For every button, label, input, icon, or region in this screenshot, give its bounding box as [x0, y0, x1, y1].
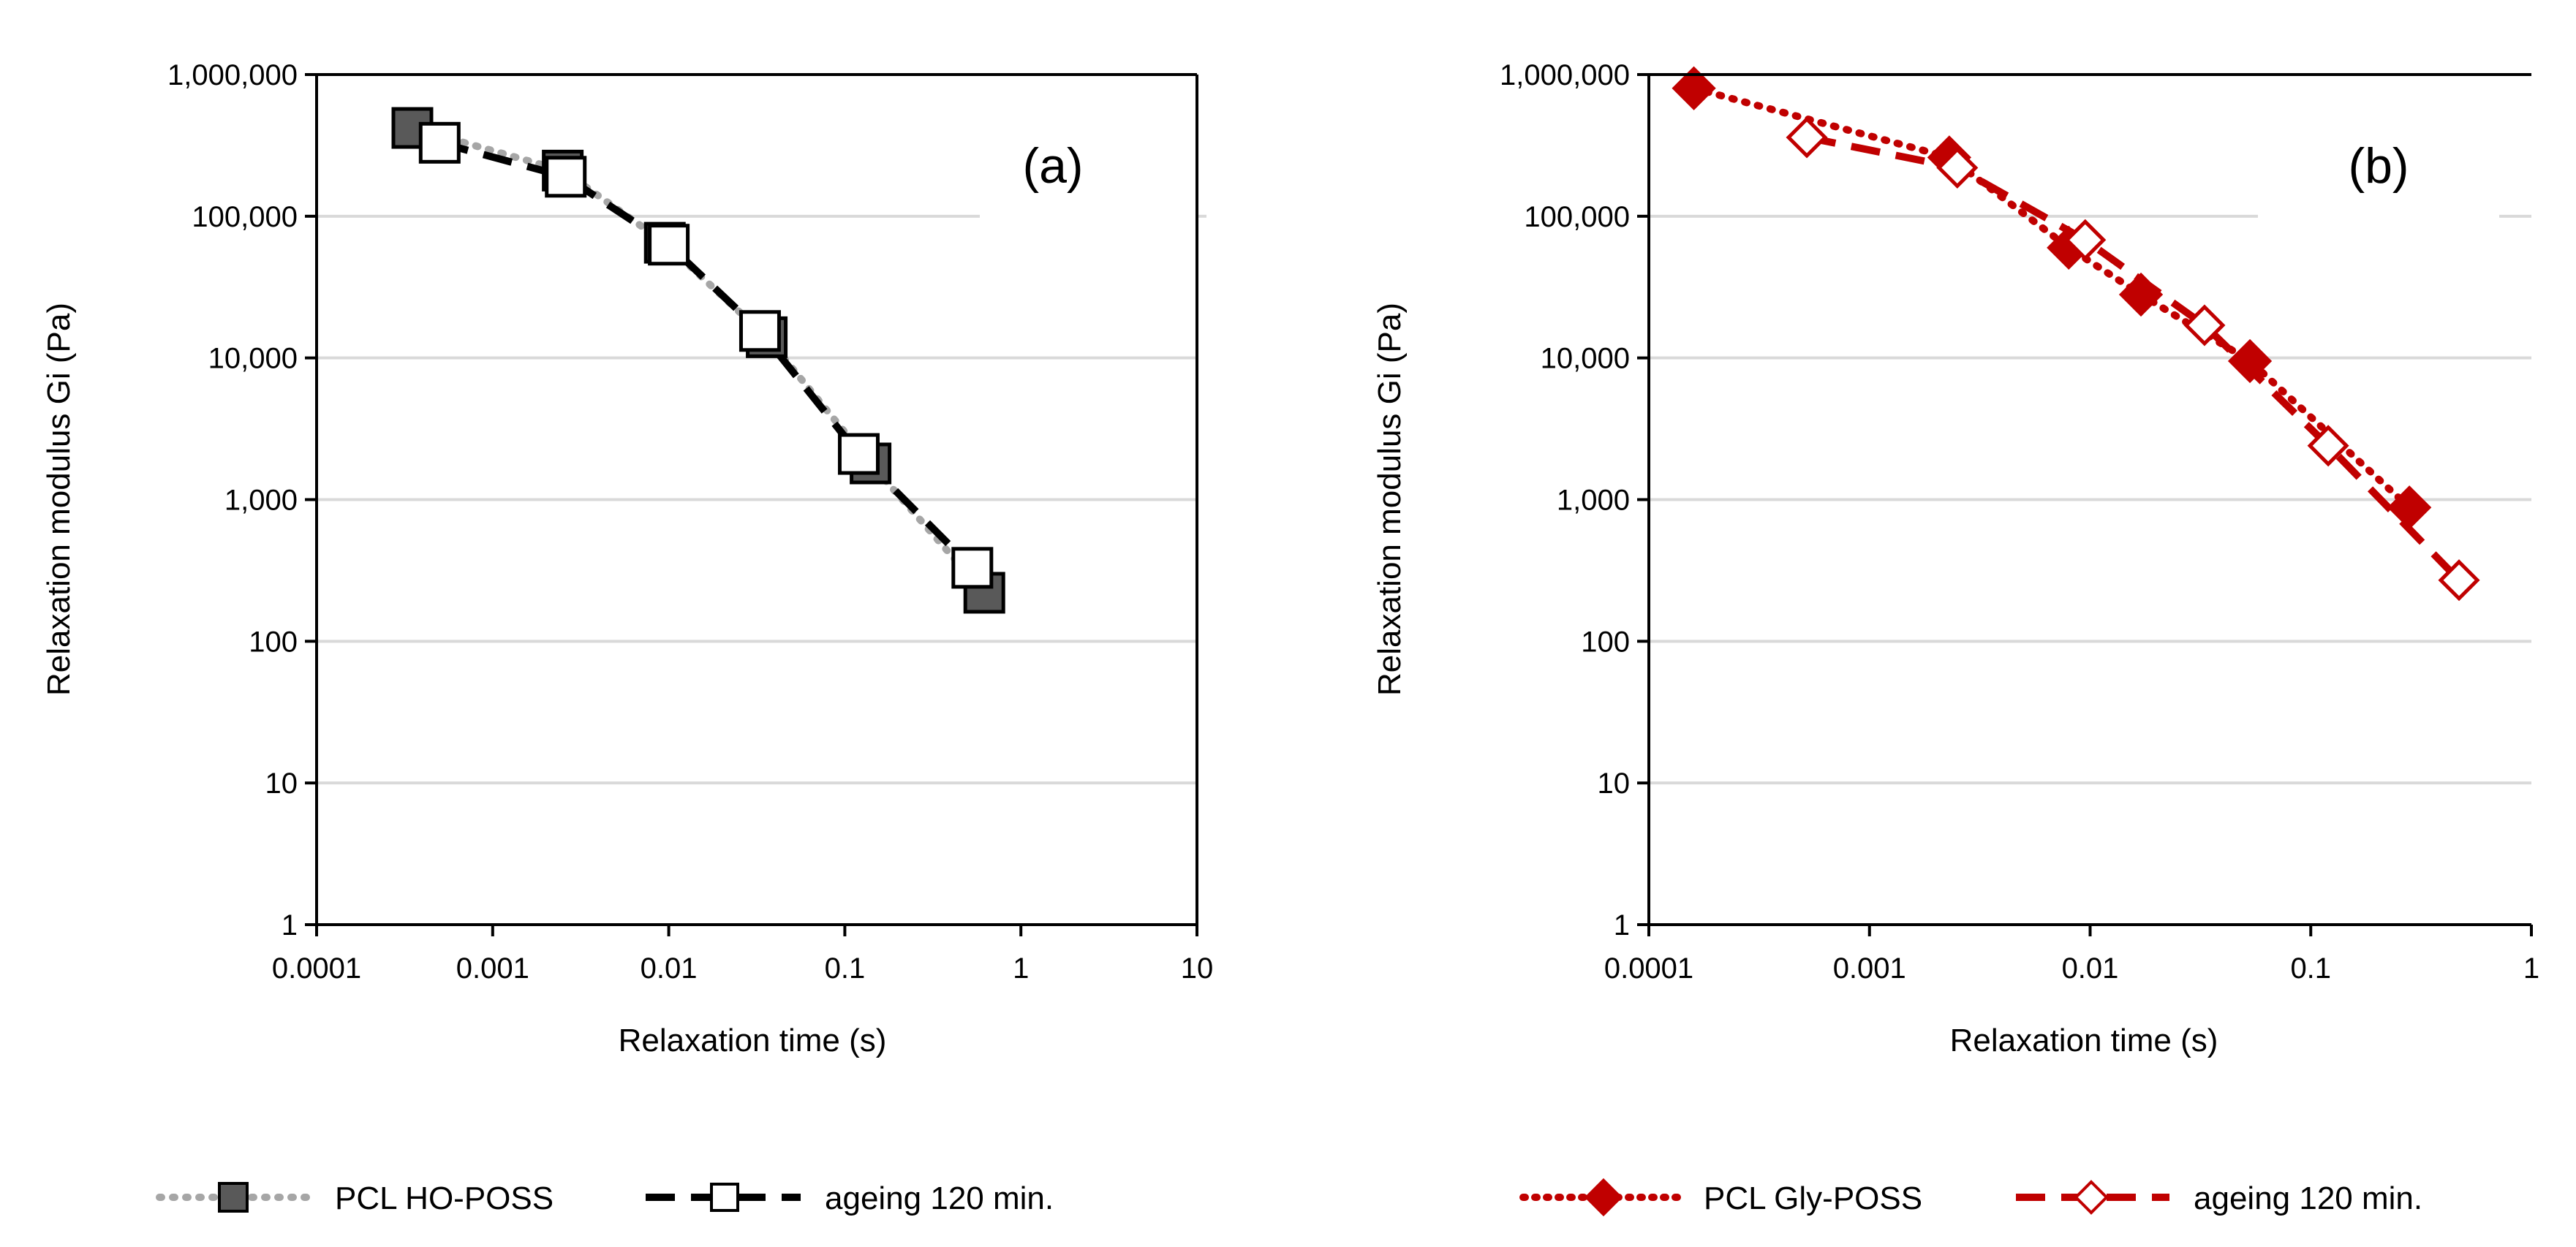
- series-line-1: [1690, 84, 2414, 512]
- x-axis-label-a: Relaxation time (s): [619, 1023, 887, 1058]
- legend-marker-ageing-a: [710, 1183, 739, 1212]
- x-tick-label: 0.01: [641, 952, 698, 985]
- y-tick-label: 1,000,000: [1500, 59, 1630, 91]
- y-tick-label: 1: [282, 909, 298, 941]
- data-point: [951, 547, 994, 589]
- x-axis-label-b: Relaxation time (s): [1950, 1023, 2218, 1058]
- x-tick-label: 0.01: [2062, 952, 2119, 985]
- legend-label-ageing-b: ageing 120 min.: [2194, 1180, 2422, 1216]
- x-tick-label: 0.1: [2290, 952, 2331, 985]
- data-point: [2438, 559, 2480, 602]
- data-series: [391, 107, 1005, 614]
- legend-b: PCL Gly-POSS ageing 120 min.: [1519, 1178, 2422, 1217]
- legend-label-ho-poss: PCL HO-POSS: [335, 1180, 554, 1216]
- data-point: [1786, 116, 1828, 159]
- y-axis-label-a: Relaxation modulus Gi (Pa): [41, 303, 77, 696]
- panel-label-b: (b): [2348, 138, 2409, 194]
- y-tick-label: 10: [1598, 767, 1631, 800]
- data-point: [2183, 304, 2226, 346]
- x-tick-label: 0.0001: [272, 952, 361, 985]
- y-tick-label: 100,000: [192, 201, 298, 233]
- y-tick-label: 10,000: [208, 343, 298, 375]
- y-tick-label: 100: [249, 626, 298, 658]
- x-tick-label: 1: [2523, 952, 2539, 985]
- grid-lines: [317, 214, 1206, 785]
- y-tick-label: 100: [1581, 626, 1630, 658]
- y-tick-label: 1,000,000: [167, 59, 298, 91]
- panel-label-a: (a): [1022, 138, 1083, 194]
- data-point: [2064, 219, 2107, 261]
- legend-marker-ho-poss: [218, 1182, 249, 1213]
- x-tick-label: 0.1: [825, 952, 866, 985]
- data-series: [1672, 66, 2480, 602]
- data-point: [1672, 66, 1716, 110]
- tick-labels: 1 10 100 1,000 10,000 100,000 1,000,000 0.0001 0…: [167, 59, 1213, 985]
- y-tick-label: 1,000: [224, 485, 298, 517]
- axes: [1637, 73, 2533, 936]
- x-tick-label: 10: [1181, 952, 1214, 985]
- x-tick-label: 1: [1013, 952, 1029, 985]
- legend-marker-ageing-b: [2074, 1180, 2109, 1215]
- series-line-2: [439, 139, 975, 571]
- legend-marker-gly-poss: [1584, 1178, 1623, 1217]
- data-point: [648, 224, 690, 266]
- chart-panel-a: 1 10 100 1,000 10,000 100,000 1,000,000 0.0001 0…: [41, 59, 1213, 1058]
- tick-labels: 1 10 100 1,000 10,000 100,000 1,000,000 0.0001 0…: [1500, 59, 2539, 985]
- data-point: [2227, 338, 2273, 384]
- data-point: [837, 433, 880, 475]
- legend-a: PCL HO-POSS ageing 120 min.: [156, 1180, 1054, 1216]
- y-axis-label-b: Relaxation modulus Gi (Pa): [1372, 303, 1408, 696]
- series-line-1: [409, 124, 989, 596]
- y-tick-label: 1,000: [1557, 485, 1630, 517]
- data-point: [739, 310, 781, 352]
- data-point: [1936, 146, 1979, 189]
- data-point: [2387, 485, 2432, 530]
- legend-label-ageing-a: ageing 120 min.: [825, 1180, 1054, 1216]
- data-point: [545, 156, 587, 198]
- chart-panel-b: 1 10 100 1,000 10,000 100,000 1,000,000 0.0001 0…: [1372, 59, 2539, 1058]
- data-point: [2307, 425, 2349, 467]
- legend-label-gly-poss: PCL Gly-POSS: [1704, 1180, 1922, 1216]
- y-tick-label: 100,000: [1524, 201, 1630, 233]
- x-tick-label: 0.001: [456, 952, 529, 985]
- y-tick-label: 10: [265, 767, 298, 800]
- y-tick-label: 10,000: [1541, 343, 1630, 375]
- data-point: [2118, 272, 2164, 317]
- y-tick-label: 1: [1614, 909, 1630, 941]
- axes: [305, 73, 1198, 936]
- x-tick-label: 0.0001: [1604, 952, 1693, 985]
- data-point: [418, 121, 461, 164]
- x-tick-label: 0.001: [1833, 952, 1906, 985]
